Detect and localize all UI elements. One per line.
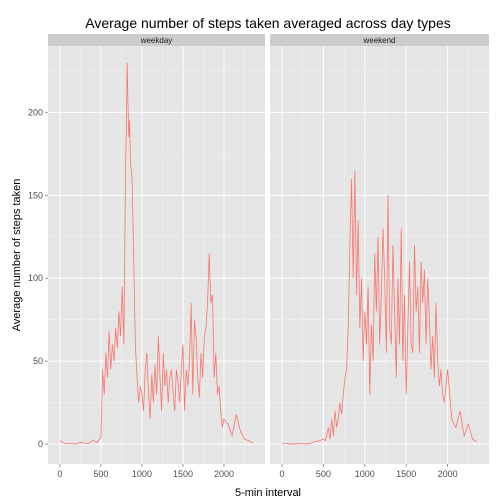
panel-weekday: weekday 0 500 1000 1500 2000	[48, 34, 265, 479]
x-tick-label: 1000	[355, 469, 375, 479]
y-tick-label: 150	[28, 190, 43, 200]
series-line-weekday	[59, 62, 254, 445]
strip-weekend	[270, 34, 489, 46]
x-tick-label: 500	[93, 469, 108, 479]
y-tick-label: 0	[38, 439, 43, 449]
chart-title: Average number of steps taken averaged a…	[85, 15, 451, 31]
plot-area-weekend	[270, 46, 489, 464]
x-axis-title: 5-min interval	[235, 487, 301, 499]
x-tick-label: 500	[316, 469, 331, 479]
x-tick-labels-weekend: 0 500 1000 1500 2000	[279, 464, 458, 479]
y-tick-label: 50	[33, 356, 43, 366]
panel-weekend: weekend 0 500 1000 1500 2000	[270, 34, 489, 479]
y-tick-label: 200	[28, 107, 43, 117]
grid-weekday	[48, 46, 265, 464]
series-line-weekend	[281, 170, 478, 445]
y-tick-label: 100	[28, 273, 43, 283]
x-tick-label: 1500	[396, 469, 416, 479]
y-tick-labels: 0 50 100 150 200	[28, 107, 48, 449]
x-tick-label: 2000	[214, 469, 234, 479]
x-tick-label: 1000	[132, 469, 152, 479]
x-tick-label: 0	[279, 469, 284, 479]
x-tick-label: 0	[57, 469, 62, 479]
strip-label-weekend: weekend	[362, 36, 395, 45]
x-tick-labels-weekday: 0 500 1000 1500 2000	[57, 464, 234, 479]
x-tick-label: 2000	[438, 469, 458, 479]
strip-label-weekday: weekday	[140, 36, 173, 45]
x-tick-label: 1500	[173, 469, 193, 479]
strip-weekday	[48, 34, 265, 46]
y-axis-title: Average number of steps taken	[11, 179, 23, 332]
